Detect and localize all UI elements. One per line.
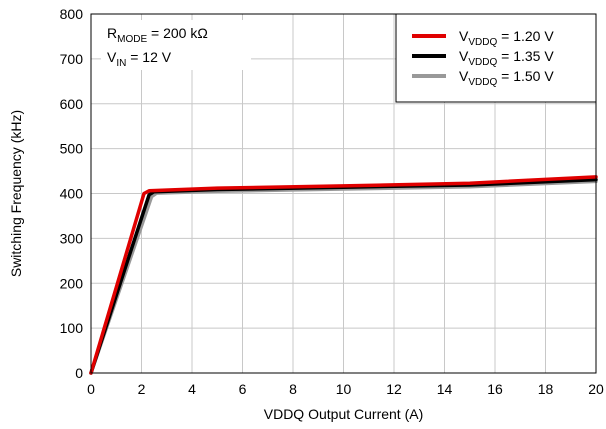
y-tick-label: 700 [60,51,84,67]
grid-layer [91,14,596,373]
legend-label: VVDDQ = 1.20 V [459,28,554,48]
x-tick-label: 6 [239,381,247,397]
y-tick-label: 500 [60,141,84,157]
tick-labels: 0 2 4 6 8 10 12 14 16 18 2001002003004005006007008… [60,6,604,397]
y-tick-label: 200 [60,275,84,291]
condition-annotation: RMODE = 200 kΩ VIN = 12 V [101,20,251,70]
x-tick-label: 18 [538,381,554,397]
annotation-background [101,20,251,70]
y-axis-label: Switching Frequency (kHz) [8,110,24,277]
x-tick-label: 10 [336,381,352,397]
legend-label: VVDDQ = 1.35 V [459,48,554,68]
y-tick-label: 400 [60,186,84,202]
x-tick-label: 20 [588,381,604,397]
y-tick-label: 0 [75,365,83,381]
x-tick-label: 12 [386,381,402,397]
series-line [89,179,598,375]
x-tick-label: 0 [87,381,95,397]
x-axis-label: VDDQ Output Current (A) [264,406,424,422]
y-tick-label: 300 [60,230,84,246]
plot-frame [90,13,597,374]
y-tick-label: 800 [60,6,84,22]
annotation-vin: VIN = 12 V [107,49,172,69]
series-layer [89,175,598,375]
x-tick-label: 14 [437,381,453,397]
y-tick-label: 600 [60,96,84,112]
x-tick-label: 8 [289,381,297,397]
annotation-rmode: RMODE = 200 kΩ [107,25,208,45]
legend-label: VVDDQ = 1.50 V [459,68,554,88]
y-tick-label: 100 [60,320,84,336]
x-tick-label: 2 [138,381,146,397]
series-line [89,175,598,375]
x-tick-label: 4 [188,381,196,397]
x-tick-label: 16 [487,381,503,397]
